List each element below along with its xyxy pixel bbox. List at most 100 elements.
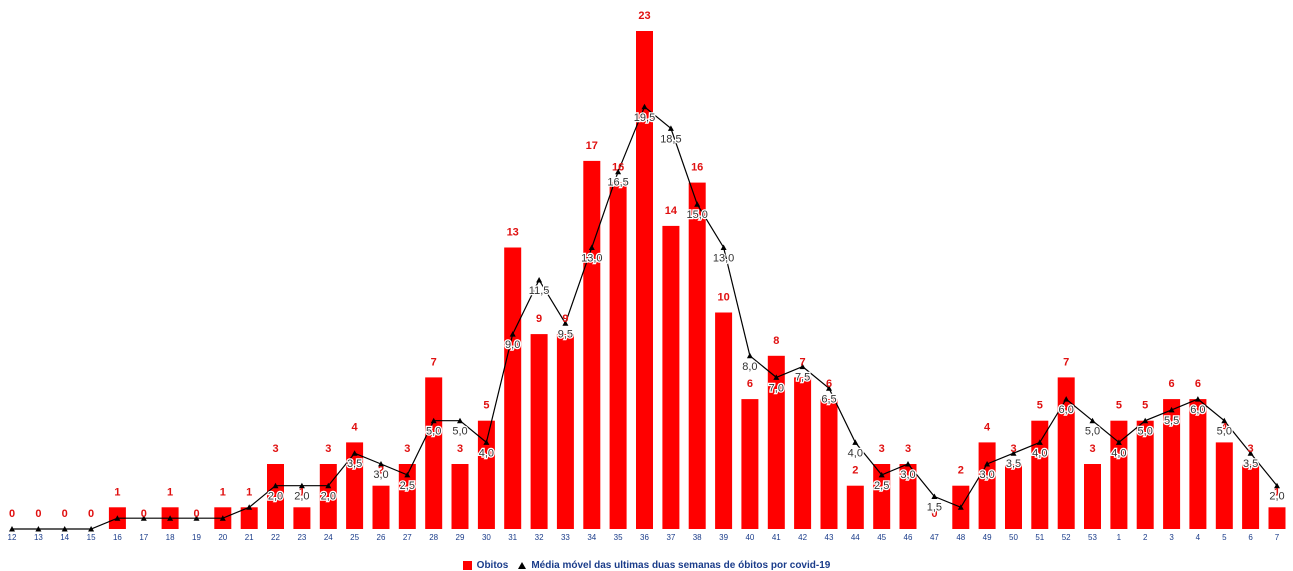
moving-average-marker-21[interactable] — [246, 504, 253, 510]
moving-average-marker-34[interactable] — [588, 244, 595, 251]
bar-45[interactable] — [873, 464, 891, 529]
x-tick-label-13: 13 — [34, 533, 43, 542]
bar-2[interactable] — [1136, 420, 1154, 529]
moving-average-marker-51[interactable] — [1036, 439, 1043, 445]
moving-average-marker-37[interactable] — [667, 125, 674, 131]
bar-44[interactable] — [846, 485, 864, 529]
bar-51[interactable] — [1031, 420, 1049, 529]
bar-49[interactable] — [978, 442, 996, 529]
moving-average-marker-7[interactable] — [1274, 482, 1280, 489]
bar-7[interactable] — [1268, 507, 1286, 529]
moving-average-marker-6[interactable] — [1247, 450, 1254, 456]
moving-average-marker-41[interactable] — [773, 374, 780, 380]
bar-32[interactable] — [530, 334, 548, 529]
moving-average-marker-50[interactable] — [1010, 450, 1017, 456]
moving-average-marker-40[interactable] — [746, 352, 753, 359]
x-tick-label-53: 53 — [1088, 533, 1097, 542]
moving-average-marker-43[interactable] — [826, 385, 832, 391]
bar-43[interactable] — [820, 399, 838, 529]
moving-average-marker-33[interactable] — [562, 320, 569, 326]
moving-average-marker-19[interactable] — [193, 515, 200, 521]
moving-average-marker-35[interactable] — [615, 168, 622, 175]
x-tick-label-15: 15 — [87, 533, 96, 542]
moving-average-marker-38[interactable] — [694, 201, 701, 207]
moving-average-marker-4[interactable] — [1194, 396, 1201, 402]
bar-6[interactable] — [1242, 464, 1260, 529]
moving-average-marker-3[interactable] — [1168, 406, 1175, 413]
bar-27[interactable] — [398, 464, 416, 529]
bar-53[interactable] — [1084, 464, 1101, 529]
bar-52[interactable] — [1057, 377, 1075, 529]
moving-average-marker-30[interactable] — [483, 439, 490, 445]
moving-average-marker-42[interactable] — [799, 363, 806, 370]
moving-average-marker-28[interactable] — [430, 417, 437, 424]
moving-average-marker-36[interactable] — [641, 103, 648, 110]
moving-average-marker-23[interactable] — [298, 482, 305, 489]
moving-average-marker-18[interactable] — [167, 515, 174, 521]
bar-30[interactable] — [477, 420, 495, 529]
bar-21[interactable] — [240, 507, 258, 529]
bar-value-label-25: 4 — [352, 421, 359, 433]
legend-item-media-movel[interactable]: Média móvel das ultimas duas semanas de … — [518, 560, 830, 571]
moving-average-label-23: 2,0 — [294, 491, 309, 503]
moving-average-marker-14[interactable] — [61, 526, 68, 532]
moving-average-marker-46[interactable] — [905, 461, 911, 467]
bar-34[interactable] — [583, 160, 601, 529]
moving-average-marker-27[interactable] — [404, 471, 411, 478]
x-tick-label-24: 24 — [324, 533, 333, 542]
legend-item-obitos[interactable]: Obitos — [462, 560, 508, 571]
moving-average-marker-39[interactable] — [720, 244, 727, 251]
moving-average-marker-29[interactable] — [457, 417, 463, 424]
bar-37[interactable] — [662, 225, 680, 529]
moving-average-marker-52[interactable] — [1063, 396, 1070, 402]
bar-3[interactable] — [1163, 399, 1181, 529]
moving-average-marker-12[interactable] — [9, 526, 15, 532]
moving-average-marker-2[interactable] — [1142, 417, 1149, 424]
moving-average-marker-32[interactable] — [536, 277, 543, 283]
moving-average-marker-53[interactable] — [1089, 417, 1096, 424]
bar-4[interactable] — [1189, 399, 1207, 529]
moving-average-markers-layer — [9, 103, 1280, 532]
moving-average-marker-1[interactable] — [1115, 439, 1122, 445]
bar-25[interactable] — [346, 442, 364, 529]
moving-average-marker-24[interactable] — [325, 482, 332, 489]
bar-42[interactable] — [794, 377, 812, 529]
bar-38[interactable] — [688, 182, 706, 529]
bar-value-label-38: 16 — [691, 162, 703, 174]
moving-average-marker-31[interactable] — [509, 331, 516, 337]
bar-29[interactable] — [451, 464, 469, 529]
moving-average-marker-44[interactable] — [852, 439, 859, 445]
moving-average-marker-48[interactable] — [957, 504, 964, 510]
moving-average-marker-22[interactable] — [272, 482, 279, 489]
bar-36[interactable] — [636, 31, 653, 529]
bar-1[interactable] — [1110, 420, 1128, 529]
bar-50[interactable] — [1005, 464, 1022, 529]
x-tick-label-50: 50 — [1009, 533, 1018, 542]
moving-average-marker-15[interactable] — [88, 526, 95, 532]
bar-39[interactable] — [715, 312, 733, 530]
moving-average-label-7: 2,0 — [1269, 491, 1284, 503]
moving-average-marker-13[interactable] — [35, 526, 42, 532]
bar-22[interactable] — [267, 464, 284, 529]
bar-28[interactable] — [425, 377, 443, 529]
bar-46[interactable] — [899, 464, 917, 529]
moving-average-marker-20[interactable] — [219, 515, 226, 521]
moving-average-marker-25[interactable] — [351, 450, 358, 456]
bar-5[interactable] — [1215, 442, 1233, 529]
bar-23[interactable] — [293, 507, 311, 529]
moving-average-marker-26[interactable] — [378, 461, 384, 467]
moving-average-marker-45[interactable] — [878, 471, 885, 478]
bar-33[interactable] — [556, 334, 574, 529]
moving-average-marker-16[interactable] — [114, 515, 121, 521]
bar-35[interactable] — [609, 182, 627, 529]
bar-26[interactable] — [372, 485, 390, 529]
legend-label-media-movel: Média móvel das ultimas duas semanas de … — [531, 559, 831, 571]
bar-41[interactable] — [767, 355, 785, 529]
moving-average-label-47: 1,5 — [927, 502, 942, 514]
bar-40[interactable] — [741, 399, 759, 529]
moving-average-marker-47[interactable] — [931, 493, 938, 500]
bar-31[interactable] — [504, 247, 522, 530]
moving-average-marker-49[interactable] — [984, 461, 991, 467]
moving-average-marker-17[interactable] — [140, 515, 147, 521]
moving-average-marker-5[interactable] — [1221, 417, 1228, 424]
